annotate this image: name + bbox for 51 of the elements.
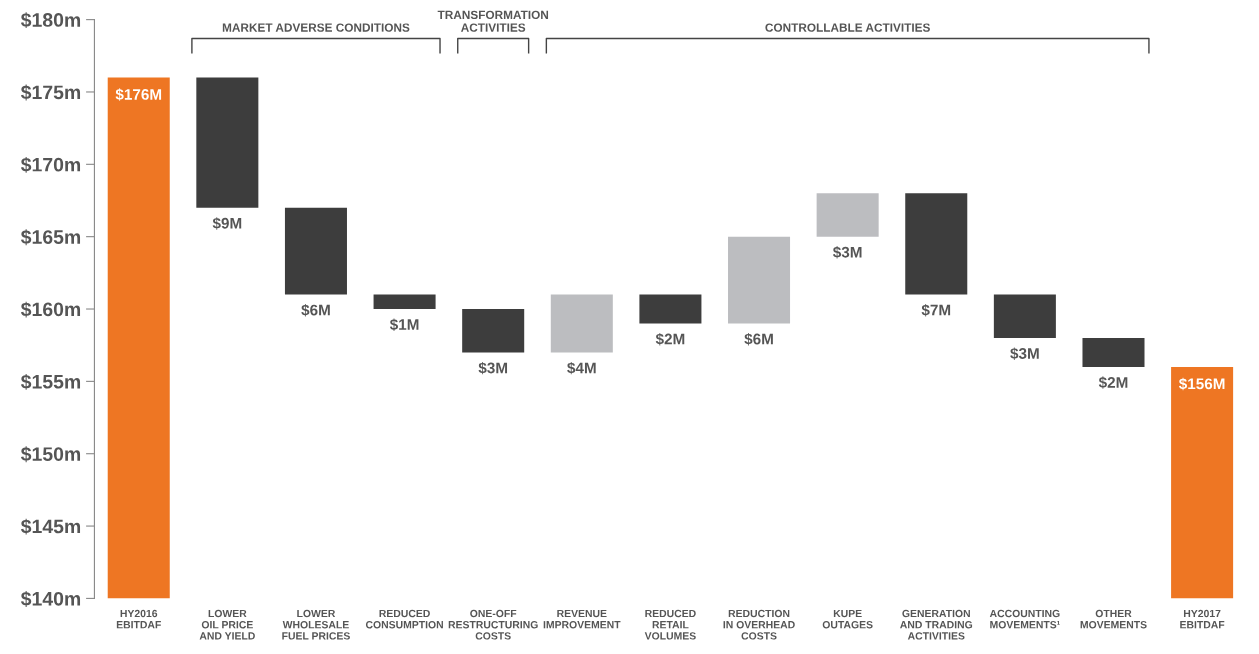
y-tick-label: $165m xyxy=(20,229,81,246)
x-tick-label: REVENUE IMPROVEMENT xyxy=(543,609,621,629)
x-tick-label: REDUCED RETAIL VOLUMES xyxy=(644,609,696,640)
x-tick-label: HY2016 EBITDAF xyxy=(116,609,161,629)
bar xyxy=(373,294,436,310)
bar xyxy=(196,77,259,208)
data-label: $4M xyxy=(567,361,596,375)
bar xyxy=(462,309,525,353)
y-tick-label: $180m xyxy=(20,12,81,29)
data-label: $2M xyxy=(655,332,685,346)
data-label: $6M xyxy=(301,304,330,317)
bar xyxy=(107,77,170,599)
y-tick-label: $145m xyxy=(20,518,81,535)
bar xyxy=(905,193,968,295)
x-tick-label: ACCOUNTING MOVEMENTS¹ xyxy=(989,609,1060,629)
annotation: TRANSFORMATION ACTIVITIES xyxy=(437,10,549,32)
data-label: $9M xyxy=(212,217,242,230)
y-tick-label: $160m xyxy=(20,301,81,318)
data-label: $3M xyxy=(1010,347,1039,360)
x-tick-label: GENERATION AND TRADING ACTIVITIES xyxy=(900,609,973,640)
y-tick-label: $150m xyxy=(20,446,81,463)
y-tick-label: $175m xyxy=(20,84,81,101)
data-label: $6M xyxy=(744,332,773,346)
data-label: $7M xyxy=(921,304,951,317)
x-tick-label: HY2017 EBITDAF xyxy=(1180,609,1225,629)
x-tick-label: REDUCED CONSUMPTION xyxy=(365,609,443,629)
y-tick-label: $155m xyxy=(20,373,81,390)
data-label: $3M xyxy=(478,361,508,375)
x-tick-label: ONE-OFF RESTRUCTURING COSTS xyxy=(448,609,538,640)
annotation: CONTROLLABLE ACTIVITIES xyxy=(765,23,930,32)
x-tick-label: LOWER OIL PRICE AND YIELD xyxy=(199,609,255,640)
data-label: $156M xyxy=(1178,377,1225,391)
bar xyxy=(639,294,702,324)
bar xyxy=(993,294,1056,338)
annotation: MARKET ADVERSE CONDITIONS xyxy=(222,23,410,32)
bar xyxy=(816,193,879,237)
bar xyxy=(550,294,613,353)
data-label: $2M xyxy=(1098,376,1128,389)
x-tick-label: REDUCTION IN OVERHEAD COSTS xyxy=(723,609,795,640)
y-tick-label: $140m xyxy=(20,591,81,607)
bar xyxy=(1082,337,1145,367)
data-label: $176M xyxy=(115,88,162,101)
x-tick-label: KUPE OUTAGES xyxy=(822,609,873,629)
bar xyxy=(728,236,791,324)
x-tick-label: OTHER MOVEMENTS xyxy=(1080,609,1147,629)
x-tick-label: LOWER WHOLESALE FUEL PRICES xyxy=(282,609,350,640)
data-label: $1M xyxy=(389,318,419,331)
bar xyxy=(284,207,347,295)
bar xyxy=(1171,366,1234,599)
y-tick-label: $170m xyxy=(20,156,81,173)
data-label: $3M xyxy=(832,246,862,259)
